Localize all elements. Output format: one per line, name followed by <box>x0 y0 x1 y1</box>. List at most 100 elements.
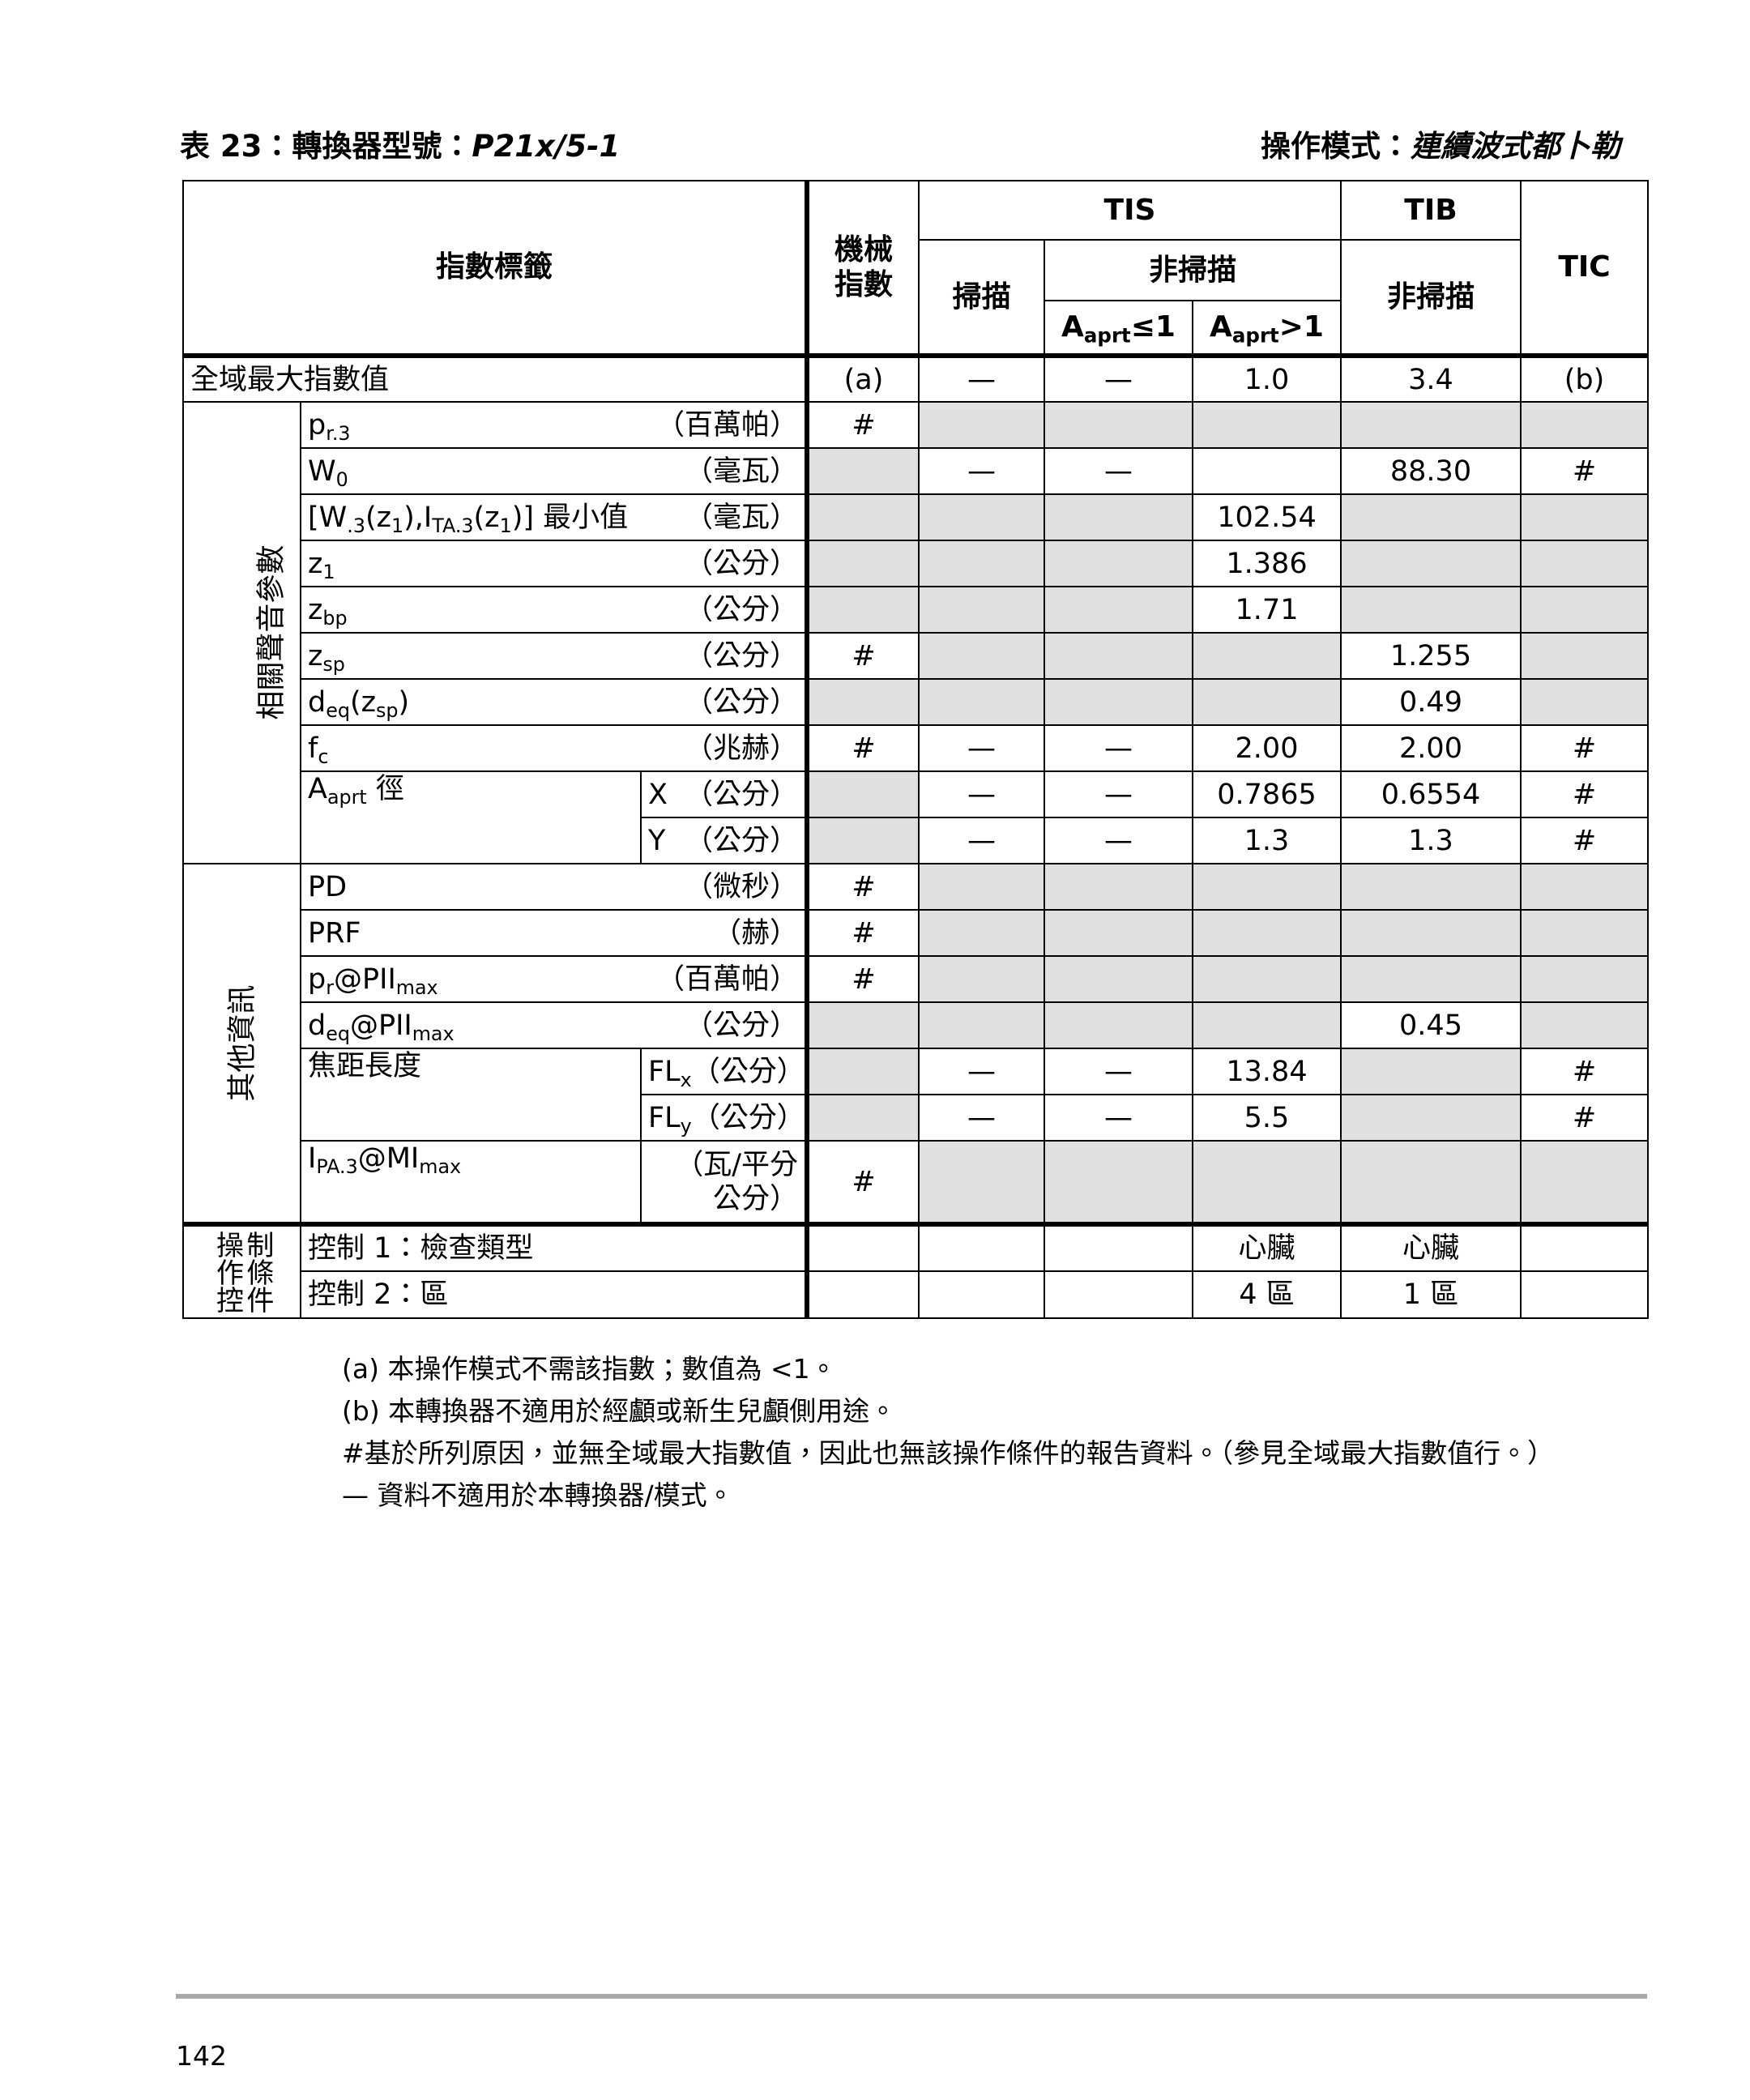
value-cell: # <box>1520 1094 1649 1142</box>
value-cell <box>1340 1094 1522 1142</box>
header-text: 非掃描 <box>1148 253 1236 287</box>
subscript: c <box>318 745 329 768</box>
param-cell: W0 （毫瓦） <box>300 447 808 495</box>
value: (a) <box>843 363 884 396</box>
header-cell: Aaprt>1 <box>1192 300 1342 358</box>
value-cell: 1.71 <box>1192 586 1342 634</box>
unit: （赫） <box>712 916 798 950</box>
text: [W <box>308 501 348 534</box>
value-cell: — <box>918 447 1045 495</box>
row: 指數標籤 機械 指數 TIS TIB TIC <box>182 180 1649 358</box>
subscript: aprt <box>1231 323 1279 348</box>
value-cell: — <box>1044 1048 1193 1095</box>
footnote: (a) 本操作模式不需該指數；數值為 <1。 <box>342 1353 837 1385</box>
value-cell <box>1044 1270 1193 1319</box>
value-cell: # <box>1520 447 1649 495</box>
value-cell <box>805 493 920 541</box>
value: 3.4 <box>1408 363 1453 396</box>
row: W0 （毫瓦） — — 88.30 # <box>183 447 1649 495</box>
value-cell <box>918 1001 1045 1049</box>
subscript: 1 <box>391 514 404 537</box>
value-cell <box>918 1222 1045 1272</box>
value-cell <box>918 909 1045 957</box>
header-cell: 機械 指數 <box>805 180 920 358</box>
value-cell: 1.3 <box>1340 817 1522 864</box>
text: 控制 1：檢查類型 <box>308 1232 534 1265</box>
axis: Y <box>648 824 665 858</box>
value-cell: — <box>918 770 1045 818</box>
value-cell <box>1044 401 1193 449</box>
unit: （公分） <box>684 639 798 672</box>
param-line: deq@PIImax （公分） <box>308 1009 798 1044</box>
value-cell <box>805 1001 920 1049</box>
param-line: zbp （公分） <box>308 593 798 628</box>
value: (b) <box>1564 363 1605 396</box>
value-cell <box>1340 540 1522 587</box>
value-cell: # <box>805 632 920 680</box>
page-number: 142 <box>176 2040 227 2072</box>
unit: （公分） <box>684 547 798 580</box>
row: zbp （公分） 1.71 <box>183 586 1649 634</box>
unit: （公分） <box>684 824 798 857</box>
value-cell <box>1192 1140 1342 1225</box>
param-line: pr.3 （百萬帕） <box>308 408 798 443</box>
value-cell <box>805 678 920 726</box>
output-table: 指數標籤 機械 指數 TIS TIB TIC 掃描 非掃描 非掃描 Aaprt≤1 Aaprt>1 全… <box>182 180 1649 1319</box>
unit-cell: Y （公分） <box>640 817 808 864</box>
unit-cell: X （公分） <box>640 770 808 818</box>
row: 操作控制條件 控制 1：檢查類型 心臟 心臟 <box>182 1222 1649 1319</box>
value-cell <box>1520 632 1649 680</box>
value: — <box>1104 1055 1133 1088</box>
subscript: max <box>419 1155 462 1179</box>
title-prefix: 表 23：轉換器型號： <box>180 129 472 164</box>
param-line: z1 （公分） <box>308 547 798 582</box>
row: fc （兆赫） # — — 2.00 2.00 # <box>183 724 1649 772</box>
value: 88.30 <box>1389 455 1472 488</box>
footnote: #基於所列原因，並無全域最大指數值，因此也無該操作條件的報告資料。（參見全域最大… <box>342 1437 1555 1469</box>
axis: FLy <box>648 1101 692 1136</box>
header-cell: 非掃描 <box>1044 239 1342 301</box>
param: pr.3 <box>308 408 351 443</box>
subscript: 0 <box>335 467 348 491</box>
text: (z <box>473 501 500 534</box>
value-cell <box>805 1048 920 1095</box>
text: p <box>308 408 327 442</box>
value: # <box>1572 1055 1597 1088</box>
text: PRF <box>308 916 361 950</box>
text: )] 最小值 <box>511 501 629 534</box>
text: (z <box>349 685 376 719</box>
text: FL <box>648 1055 681 1088</box>
value-cell: (b) <box>1520 355 1649 403</box>
value: — <box>1104 1101 1133 1134</box>
param: pr@PIImax <box>308 962 438 997</box>
unit: （百萬帕） <box>655 408 798 442</box>
param-cell: PD （微秒） <box>300 863 808 911</box>
value-cell <box>918 401 1045 449</box>
value-cell: — <box>918 1094 1045 1142</box>
value-cell: 5.5 <box>1192 1094 1342 1142</box>
unit: （微秒） <box>684 870 798 903</box>
unit: （毫瓦） <box>684 455 798 488</box>
param-line: zsp （公分） <box>308 639 798 674</box>
value-cell <box>1520 863 1649 911</box>
header-text: 非掃描 <box>1386 280 1475 314</box>
value-cell: — <box>918 1048 1045 1095</box>
subscript: .3 <box>347 514 365 537</box>
value-cell: — <box>1044 724 1193 772</box>
param-line: deq(zsp) （公分） <box>308 685 798 722</box>
value-cell <box>1340 493 1522 541</box>
unit: （公分） <box>684 1009 798 1042</box>
subscript: TA.3 <box>432 514 474 537</box>
subscript: PA.3 <box>316 1155 358 1179</box>
value-cell: — <box>1044 355 1193 403</box>
value-cell: — <box>1044 770 1193 818</box>
value: 1.0 <box>1244 363 1290 396</box>
value: # <box>852 870 876 903</box>
param-cell: pr.3 （百萬帕） <box>300 401 808 449</box>
mode-title: 操作模式：連續波式都卜勒 <box>1261 122 1620 165</box>
subscript: eq <box>326 698 350 722</box>
value-cell <box>918 863 1045 911</box>
param: deq@PIImax <box>308 1009 455 1044</box>
value: # <box>1572 824 1597 857</box>
